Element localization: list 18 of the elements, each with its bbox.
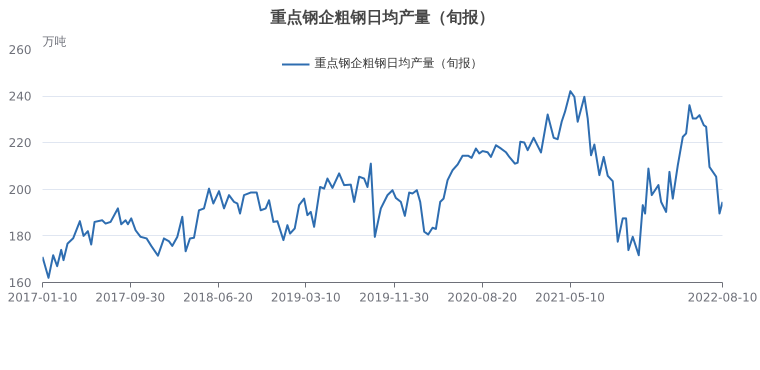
x-tick-label: 2021-05-10 [535,290,605,304]
y-axis-title: 万吨 [42,34,66,48]
x-tick-label: 2019-03-10 [270,290,341,304]
y-tick-label: 160 [8,276,32,290]
y-tick-label: 180 [8,229,32,244]
y-tick-label: 200 [8,182,32,197]
x-tick-label: 2022-08-10 [688,290,758,304]
y-tick-label: 240 [8,90,32,104]
legend-label: 重点钢企粗钢日均产量（旬报） [314,55,482,72]
y-tick-label: 260 [8,43,32,57]
x-tick-label: 2017-01-10 [8,290,78,304]
x-tick-label: 2020-08-20 [447,290,518,304]
line-series [42,90,722,279]
x-tick-label: 2019-11-30 [359,290,430,304]
y-tick-label: 220 [8,136,32,150]
chart-title: 重点钢企粗钢日均产量（旬报） [270,8,494,26]
x-tick-label: 2018-06-20 [183,290,253,304]
x-tick-label: 2017-09-30 [95,290,166,304]
